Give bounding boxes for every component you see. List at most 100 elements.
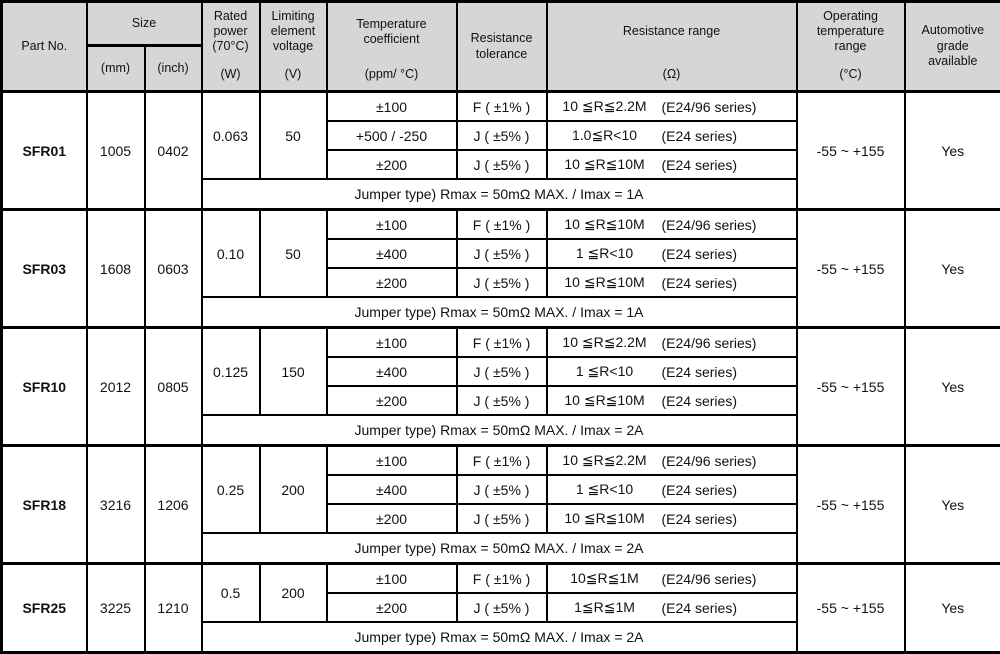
range-series: (E24 series) [662,364,796,380]
range-series: (E24/96 series) [662,335,796,351]
header-res-tolerance-label: Resistance tolerance [460,4,544,90]
resistance-range-cell: 10 ≦R≦10M(E24 series) [547,268,797,297]
resistance-range-cell: 1.0≦R<10(E24 series) [547,121,797,150]
jumper-type-note: Jumper type) Rmax = 50mΩ MAX. / Imax = 1… [202,297,797,328]
range-series: (E24/96 series) [662,571,796,587]
resistance-range-cell: 10 ≦R≦10M(E24/96 series) [547,210,797,240]
tolerance-value: F ( ±1% ) [457,328,547,358]
op-temp-value: -55 ~ +155 [797,446,905,564]
part-block-sfr10: SFR10 2012 0805 0.125 150 ±100 F ( ±1% )… [2,328,1000,446]
header-size-inch: (inch) [145,46,202,92]
rated-power: 0.25 [202,446,260,534]
auto-grade-value: Yes [905,564,1000,653]
header-res-range-unit: (Ω) [550,60,794,90]
tcr-value: ±200 [327,504,457,533]
resistance-range-cell: 1 ≦R<10(E24 series) [547,239,797,268]
resistance-range-cell: 1 ≦R<10(E24 series) [547,357,797,386]
header-op-temp-unit: (°C) [800,60,902,90]
resistance-range-cell: 10 ≦R≦2.2M(E24/96 series) [547,328,797,358]
limiting-voltage: 50 [260,92,327,180]
range-expression: 10 ≦R≦10M [548,510,662,527]
part-no: SFR18 [2,446,87,564]
resistance-range-cell: 10≦R≦1M(E24/96 series) [547,564,797,594]
op-temp-value: -55 ~ +155 [797,564,905,653]
range-series: (E24 series) [662,600,796,616]
resistance-range-cell: 1≦R≦1M(E24 series) [547,593,797,622]
header-temp-coeff: Temperature coefficient (ppm/ °C) [327,2,457,92]
tcr-value: ±400 [327,239,457,268]
header-temp-coeff-label: Temperature coefficient [330,4,454,60]
size-mm: 1005 [87,92,145,210]
tolerance-value: F ( ±1% ) [457,210,547,240]
range-expression: 10 ≦R≦2.2M [548,98,662,115]
op-temp-value: -55 ~ +155 [797,92,905,210]
header-res-tolerance: Resistance tolerance [457,2,547,92]
header-limiting-voltage-unit: (V) [263,60,324,90]
size-inch: 1206 [145,446,202,564]
size-mm: 2012 [87,328,145,446]
resistance-range-cell: 10 ≦R≦2.2M(E24/96 series) [547,92,797,122]
auto-grade-value: Yes [905,328,1000,446]
range-series: (E24 series) [662,157,796,173]
range-series: (E24/96 series) [662,453,796,469]
tolerance-value: J ( ±5% ) [457,357,547,386]
size-inch: 0603 [145,210,202,328]
header-temp-coeff-unit: (ppm/ °C) [330,60,454,90]
range-series: (E24 series) [662,482,796,498]
tcr-value: +500 / -250 [327,121,457,150]
jumper-type-note: Jumper type) Rmax = 50mΩ MAX. / Imax = 1… [202,179,797,210]
tcr-value: ±400 [327,475,457,504]
tolerance-value: F ( ±1% ) [457,446,547,476]
header-part-no-label: Part No. [5,4,84,90]
tolerance-value: F ( ±1% ) [457,92,547,122]
tcr-value: ±100 [327,92,457,122]
range-expression: 10≦R≦1M [548,570,662,587]
size-inch: 0805 [145,328,202,446]
header-part-no: Part No. [2,2,87,92]
tolerance-value: J ( ±5% ) [457,268,547,297]
range-series: (E24 series) [662,246,796,262]
range-series: (E24 series) [662,511,796,527]
rated-power: 0.125 [202,328,260,416]
tolerance-value: J ( ±5% ) [457,504,547,533]
header-limiting-voltage: Limiting element voltage (V) [260,2,327,92]
header-size-mm: (mm) [87,46,145,92]
size-mm: 3216 [87,446,145,564]
part-no: SFR25 [2,564,87,653]
tcr-value: ±100 [327,328,457,358]
tcr-value: ±200 [327,150,457,179]
tcr-value: ±100 [327,210,457,240]
header-rated-power-unit: (W) [205,60,257,90]
header-size: Size [87,2,202,46]
auto-grade-value: Yes [905,92,1000,210]
range-expression: 10 ≦R≦10M [548,156,662,173]
part-no: SFR03 [2,210,87,328]
header-auto-grade-label: Automotive grade available [908,4,999,90]
limiting-voltage: 200 [260,564,327,623]
part-block-sfr01: SFR01 1005 0402 0.063 50 ±100 F ( ±1% ) … [2,92,1000,210]
part-no: SFR01 [2,92,87,210]
tolerance-value: J ( ±5% ) [457,475,547,504]
range-expression: 1.0≦R<10 [548,127,662,144]
tolerance-value: J ( ±5% ) [457,121,547,150]
part-no: SFR10 [2,328,87,446]
header-res-range-label: Resistance range [550,4,794,60]
tcr-value: ±400 [327,357,457,386]
table-header: Part No. Size Rated power (70°C) (W) Lim… [2,2,1000,92]
tolerance-value: J ( ±5% ) [457,239,547,268]
range-expression: 10 ≦R≦2.2M [548,334,662,351]
header-limiting-voltage-label: Limiting element voltage [263,4,324,60]
tolerance-value: F ( ±1% ) [457,564,547,594]
size-inch: 0402 [145,92,202,210]
tolerance-value: J ( ±5% ) [457,386,547,415]
tcr-value: ±200 [327,593,457,622]
size-mm: 1608 [87,210,145,328]
resistance-range-cell: 10 ≦R≦2.2M(E24/96 series) [547,446,797,476]
range-expression: 1 ≦R<10 [548,481,662,498]
tcr-value: ±200 [327,386,457,415]
auto-grade-value: Yes [905,446,1000,564]
limiting-voltage: 200 [260,446,327,534]
range-series: (E24 series) [662,128,796,144]
jumper-type-note: Jumper type) Rmax = 50mΩ MAX. / Imax = 2… [202,622,797,653]
range-expression: 10 ≦R≦10M [548,392,662,409]
